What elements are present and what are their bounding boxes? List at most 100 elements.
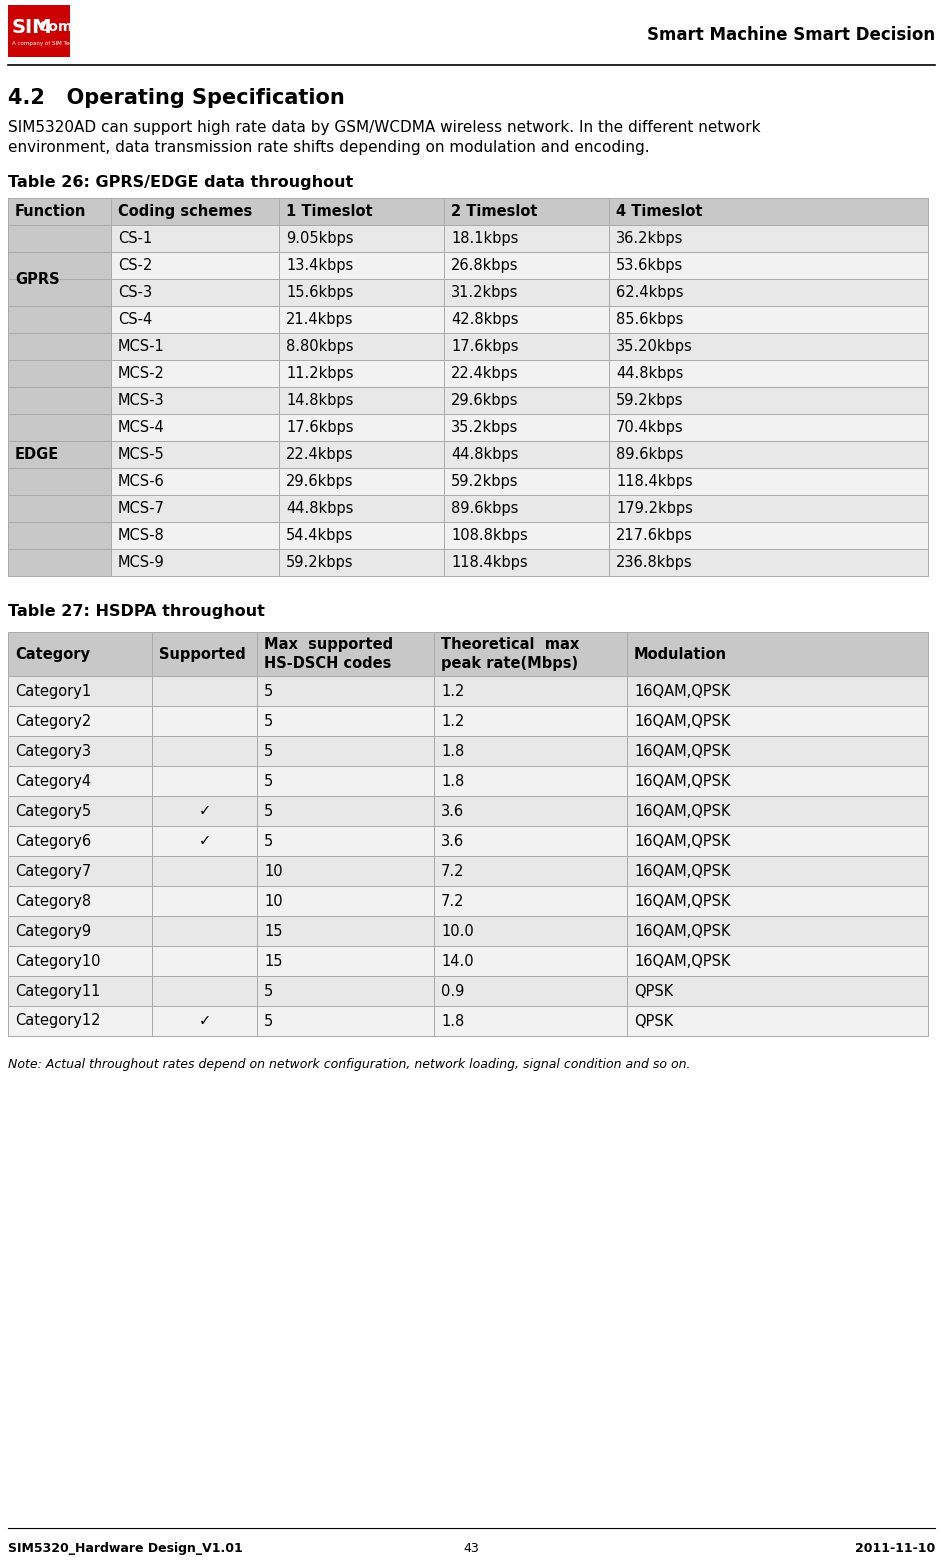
Text: Com: Com <box>38 20 73 34</box>
Bar <box>8 332 111 576</box>
Text: 1.8: 1.8 <box>441 1013 464 1029</box>
Text: CS-2: CS-2 <box>118 258 153 273</box>
Text: 44.8kbps: 44.8kbps <box>616 365 684 381</box>
Bar <box>279 251 444 279</box>
Bar <box>279 332 444 361</box>
Bar <box>434 766 627 796</box>
Text: 3.6: 3.6 <box>441 804 464 818</box>
Text: 22.4kbps: 22.4kbps <box>286 446 354 462</box>
Text: MCS-7: MCS-7 <box>118 501 165 517</box>
Bar <box>8 976 152 1005</box>
Bar <box>8 225 111 332</box>
Text: 5: 5 <box>264 684 273 698</box>
Bar <box>434 855 627 887</box>
Text: 16QAM,QPSK: 16QAM,QPSK <box>634 893 731 909</box>
Text: 3.6: 3.6 <box>441 834 464 849</box>
Bar <box>627 706 928 735</box>
Bar <box>257 855 434 887</box>
Text: 85.6kbps: 85.6kbps <box>616 312 684 326</box>
Text: 31.2kbps: 31.2kbps <box>451 286 519 300</box>
Text: Note: Actual throughout rates depend on network configuration, network loading, : Note: Actual throughout rates depend on … <box>8 1058 690 1071</box>
Bar <box>279 468 444 495</box>
Bar <box>627 976 928 1005</box>
Text: 16QAM,QPSK: 16QAM,QPSK <box>634 954 731 968</box>
Bar <box>609 306 928 332</box>
Text: 5: 5 <box>264 743 273 759</box>
Bar <box>152 766 257 796</box>
Bar <box>609 225 928 251</box>
Bar <box>111 332 279 361</box>
Text: 44.8kbps: 44.8kbps <box>451 446 519 462</box>
Text: Category9: Category9 <box>15 924 91 938</box>
Text: Category10: Category10 <box>15 954 101 968</box>
Text: 5: 5 <box>264 774 273 788</box>
Text: 1.8: 1.8 <box>441 774 464 788</box>
Text: CS-1: CS-1 <box>118 231 152 247</box>
Bar <box>111 225 279 251</box>
Text: 36.2kbps: 36.2kbps <box>616 231 684 247</box>
Bar <box>279 521 444 549</box>
Text: Modulation: Modulation <box>634 646 727 662</box>
Text: 118.4kbps: 118.4kbps <box>616 475 692 489</box>
Bar <box>8 855 152 887</box>
Bar <box>444 495 609 521</box>
Bar <box>152 887 257 916</box>
Bar <box>257 826 434 855</box>
Bar <box>111 251 279 279</box>
Text: A company of SIM Tech: A company of SIM Tech <box>12 41 75 45</box>
Text: 0.9: 0.9 <box>441 983 464 999</box>
Text: Coding schemes: Coding schemes <box>118 204 252 219</box>
Bar <box>279 225 444 251</box>
Text: 108.8kbps: 108.8kbps <box>451 528 528 543</box>
Bar <box>8 468 111 495</box>
Bar <box>627 1005 928 1037</box>
Bar <box>627 826 928 855</box>
Text: 4.2   Operating Specification: 4.2 Operating Specification <box>8 87 345 108</box>
Bar <box>8 251 111 279</box>
Bar <box>8 5 70 58</box>
Text: Category2: Category2 <box>15 713 91 729</box>
Text: 21.4kbps: 21.4kbps <box>286 312 354 326</box>
Bar <box>257 766 434 796</box>
Bar <box>627 735 928 766</box>
Bar <box>444 468 609 495</box>
Bar <box>444 332 609 361</box>
Bar <box>257 735 434 766</box>
Bar <box>609 332 928 361</box>
Bar <box>8 826 152 855</box>
Text: 2011-11-10: 2011-11-10 <box>854 1542 935 1555</box>
Text: 15.6kbps: 15.6kbps <box>286 286 354 300</box>
Text: MCS-6: MCS-6 <box>118 475 165 489</box>
Text: Category5: Category5 <box>15 804 91 818</box>
Bar <box>434 706 627 735</box>
Text: MCS-9: MCS-9 <box>118 556 165 570</box>
Text: Category7: Category7 <box>15 863 91 879</box>
Text: 7.2: 7.2 <box>441 893 465 909</box>
Text: 236.8kbps: 236.8kbps <box>616 556 692 570</box>
Bar <box>434 735 627 766</box>
Bar <box>111 442 279 468</box>
Text: environment, data transmission rate shifts depending on modulation and encoding.: environment, data transmission rate shif… <box>8 140 650 155</box>
Bar <box>444 251 609 279</box>
Bar <box>8 495 111 521</box>
Bar <box>111 414 279 442</box>
Text: 10.0: 10.0 <box>441 924 473 938</box>
Text: 59.2kbps: 59.2kbps <box>616 393 684 407</box>
Bar <box>257 916 434 946</box>
Bar <box>8 442 111 468</box>
Bar <box>434 916 627 946</box>
Text: 59.2kbps: 59.2kbps <box>451 475 519 489</box>
Bar <box>111 549 279 576</box>
Text: Theoretical  max
peak rate(Mbps): Theoretical max peak rate(Mbps) <box>441 637 579 671</box>
Bar <box>444 225 609 251</box>
Text: 16QAM,QPSK: 16QAM,QPSK <box>634 743 731 759</box>
Text: 59.2kbps: 59.2kbps <box>286 556 354 570</box>
Text: Table 27: HSDPA throughout: Table 27: HSDPA throughout <box>8 604 265 620</box>
Text: 2 Timeslot: 2 Timeslot <box>451 204 538 219</box>
Text: GPRS: GPRS <box>15 272 59 287</box>
Text: 10: 10 <box>264 893 283 909</box>
Bar <box>279 279 444 306</box>
Text: 1.2: 1.2 <box>441 713 464 729</box>
Text: QPSK: QPSK <box>634 1013 673 1029</box>
Text: 53.6kbps: 53.6kbps <box>616 258 684 273</box>
